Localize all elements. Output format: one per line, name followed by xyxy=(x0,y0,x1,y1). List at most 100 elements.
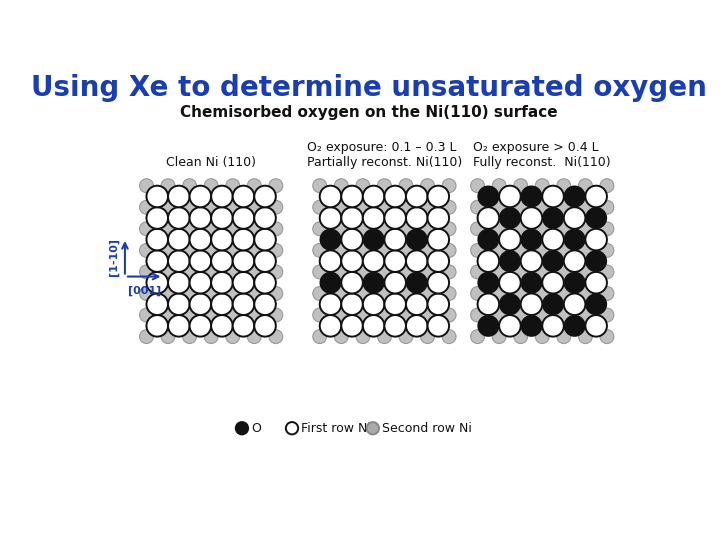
Circle shape xyxy=(140,287,153,300)
Circle shape xyxy=(536,265,549,279)
Circle shape xyxy=(269,222,283,236)
Circle shape xyxy=(477,293,499,315)
Circle shape xyxy=(600,287,614,300)
Circle shape xyxy=(204,287,218,300)
Circle shape xyxy=(477,251,499,272)
Circle shape xyxy=(254,251,276,272)
Circle shape xyxy=(492,179,506,193)
Circle shape xyxy=(542,229,564,251)
Circle shape xyxy=(320,230,341,249)
Circle shape xyxy=(428,272,449,294)
Circle shape xyxy=(233,293,254,315)
Circle shape xyxy=(235,422,248,434)
Circle shape xyxy=(557,265,571,279)
Circle shape xyxy=(399,265,413,279)
Circle shape xyxy=(211,315,233,336)
Circle shape xyxy=(341,272,363,294)
Circle shape xyxy=(161,200,175,214)
Circle shape xyxy=(312,179,327,193)
Circle shape xyxy=(356,200,370,214)
Circle shape xyxy=(514,222,528,236)
Circle shape xyxy=(161,179,175,193)
Circle shape xyxy=(557,200,571,214)
Circle shape xyxy=(420,287,434,300)
Circle shape xyxy=(226,330,240,343)
Circle shape xyxy=(146,293,168,315)
Circle shape xyxy=(478,273,498,293)
Circle shape xyxy=(471,200,485,214)
Circle shape xyxy=(146,315,168,336)
Circle shape xyxy=(420,200,434,214)
Circle shape xyxy=(364,230,384,249)
Circle shape xyxy=(183,265,197,279)
Circle shape xyxy=(492,265,506,279)
Circle shape xyxy=(140,179,153,193)
Circle shape xyxy=(341,207,363,229)
Circle shape xyxy=(471,179,485,193)
Circle shape xyxy=(269,330,283,343)
Circle shape xyxy=(477,207,499,229)
Circle shape xyxy=(578,200,593,214)
Circle shape xyxy=(442,287,456,300)
Text: O₂ exposure > 0.4 L
Fully reconst.  Ni(110): O₂ exposure > 0.4 L Fully reconst. Ni(11… xyxy=(474,141,611,168)
Circle shape xyxy=(536,308,549,322)
Circle shape xyxy=(183,330,197,343)
Circle shape xyxy=(500,294,520,314)
Circle shape xyxy=(356,330,370,343)
Circle shape xyxy=(406,251,428,272)
Circle shape xyxy=(183,179,197,193)
Circle shape xyxy=(564,293,585,315)
Circle shape xyxy=(312,265,327,279)
Circle shape xyxy=(377,222,392,236)
Circle shape xyxy=(521,316,541,336)
Circle shape xyxy=(557,287,571,300)
Circle shape xyxy=(254,229,276,251)
Circle shape xyxy=(442,308,456,322)
Circle shape xyxy=(428,251,449,272)
Circle shape xyxy=(226,200,240,214)
Circle shape xyxy=(499,315,521,336)
Circle shape xyxy=(226,308,240,322)
Circle shape xyxy=(320,251,341,272)
Circle shape xyxy=(161,222,175,236)
Circle shape xyxy=(341,315,363,336)
Circle shape xyxy=(183,308,197,322)
Circle shape xyxy=(146,251,168,272)
Circle shape xyxy=(600,222,614,236)
Circle shape xyxy=(356,308,370,322)
Circle shape xyxy=(564,207,585,229)
Circle shape xyxy=(189,186,211,207)
Circle shape xyxy=(442,265,456,279)
Circle shape xyxy=(399,330,413,343)
Circle shape xyxy=(514,308,528,322)
Circle shape xyxy=(600,308,614,322)
Circle shape xyxy=(377,308,392,322)
Circle shape xyxy=(384,207,406,229)
Circle shape xyxy=(269,179,283,193)
Circle shape xyxy=(499,229,521,251)
Circle shape xyxy=(363,186,384,207)
Circle shape xyxy=(406,207,428,229)
Circle shape xyxy=(168,229,189,251)
Circle shape xyxy=(211,293,233,315)
Circle shape xyxy=(471,330,485,343)
Circle shape xyxy=(183,287,197,300)
Circle shape xyxy=(420,265,434,279)
Circle shape xyxy=(204,222,218,236)
Circle shape xyxy=(320,273,341,293)
Circle shape xyxy=(600,179,614,193)
Circle shape xyxy=(521,273,541,293)
Circle shape xyxy=(248,222,261,236)
Circle shape xyxy=(377,179,392,193)
Circle shape xyxy=(557,179,571,193)
Circle shape xyxy=(189,251,211,272)
Circle shape xyxy=(312,330,327,343)
Circle shape xyxy=(341,293,363,315)
Circle shape xyxy=(442,200,456,214)
Circle shape xyxy=(384,251,406,272)
Circle shape xyxy=(140,200,153,214)
Circle shape xyxy=(536,179,549,193)
Circle shape xyxy=(356,179,370,193)
Circle shape xyxy=(600,265,614,279)
Circle shape xyxy=(557,308,571,322)
